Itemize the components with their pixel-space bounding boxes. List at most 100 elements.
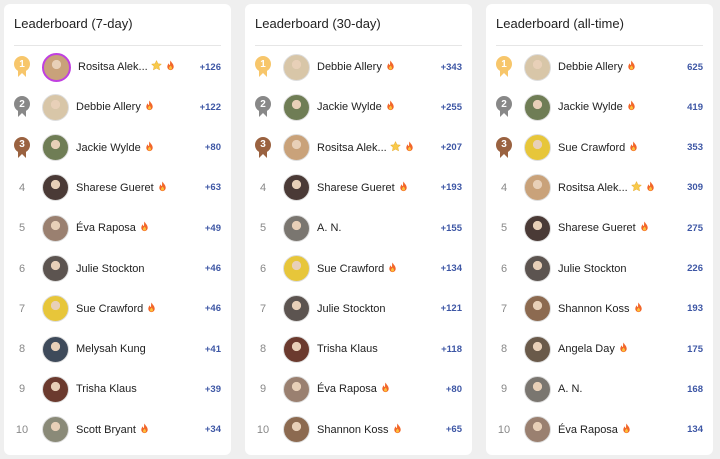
leaderboard-30-day: Leaderboard (30-day) 1 Debbie Allery +343 2… — [245, 4, 472, 455]
star-icon — [389, 140, 401, 155]
score: +63 — [204, 182, 221, 194]
avatar[interactable] — [283, 295, 310, 323]
user-name[interactable]: Sue Crawford — [76, 302, 144, 315]
user-name[interactable]: Shannon Koss — [317, 423, 389, 436]
leaderboard-row[interactable]: 4 Sharese Gueret +63 — [4, 168, 231, 208]
avatar[interactable] — [524, 53, 551, 81]
avatar[interactable] — [524, 174, 551, 202]
user-name[interactable]: Julie Stockton — [317, 302, 386, 315]
avatar[interactable] — [42, 93, 69, 121]
user-name[interactable]: Sharese Gueret — [317, 181, 395, 194]
avatar[interactable] — [42, 416, 69, 444]
user-name[interactable]: Debbie Allery — [76, 101, 141, 114]
user-name[interactable]: Sue Crawford — [317, 262, 385, 275]
avatar[interactable] — [524, 93, 551, 121]
rank-number: 10 — [15, 423, 29, 436]
user-name[interactable]: A. N. — [317, 222, 342, 235]
user-name[interactable]: Rositsa Alek... — [317, 141, 387, 154]
avatar[interactable] — [524, 416, 551, 444]
leaderboard-row[interactable]: 10 Scott Bryant +34 — [4, 410, 231, 450]
leaderboard-row[interactable]: 1 Rositsa Alek... +126 — [4, 47, 231, 87]
avatar[interactable] — [524, 295, 551, 323]
fire-icon — [645, 181, 656, 195]
user-name[interactable]: Debbie Allery — [317, 61, 382, 73]
leaderboard-row[interactable]: 1 Debbie Allery +343 — [245, 47, 472, 87]
leaderboard-row[interactable]: 3 Sue Crawford 353 — [486, 128, 713, 168]
leaderboard-row[interactable]: 7 Shannon Koss 193 — [486, 289, 713, 329]
avatar[interactable] — [283, 375, 310, 403]
user-name[interactable]: Julie Stockton — [76, 262, 145, 275]
leaderboard-row[interactable]: 9 Éva Raposa +80 — [245, 369, 472, 409]
leaderboard-row[interactable]: 2 Jackie Wylde +255 — [245, 87, 472, 127]
leaderboard-row[interactable]: 9 Trisha Klaus +39 — [4, 369, 231, 409]
leaderboard-row[interactable]: 5 Sharese Gueret 275 — [486, 208, 713, 248]
user-name[interactable]: Sharese Gueret — [76, 181, 154, 194]
leaderboard-row[interactable]: 6 Sue Crawford +134 — [245, 249, 472, 289]
avatar[interactable] — [283, 255, 310, 282]
avatar[interactable] — [42, 335, 69, 363]
avatar[interactable] — [42, 255, 69, 282]
leaderboard-row[interactable]: 2 Jackie Wylde 419 — [486, 87, 713, 127]
leaderboard-row[interactable]: 4 Sharese Gueret +193 — [245, 168, 472, 208]
avatar[interactable] — [283, 335, 310, 363]
user-name[interactable]: Scott Bryant — [76, 423, 136, 436]
avatar[interactable] — [283, 174, 310, 202]
user-name[interactable]: Jackie Wylde — [76, 141, 141, 154]
avatar[interactable] — [283, 134, 310, 162]
leaderboard-row[interactable]: 7 Julie Stockton +121 — [245, 289, 472, 329]
avatar[interactable] — [42, 375, 69, 403]
avatar[interactable] — [42, 214, 69, 242]
leaderboard-row[interactable]: 2 Debbie Allery +122 — [4, 87, 231, 127]
leaderboard-row[interactable]: 8 Melysah Kung +41 — [4, 329, 231, 369]
avatar[interactable] — [524, 214, 551, 242]
leaderboard-row[interactable]: 6 Julie Stockton 226 — [486, 249, 713, 289]
leaderboard-row[interactable]: 10 Éva Raposa 134 — [486, 410, 713, 450]
user-name[interactable]: Melysah Kung — [76, 343, 146, 356]
rank-number: 7 — [18, 302, 26, 315]
avatar[interactable] — [524, 255, 551, 282]
user-name[interactable]: Julie Stockton — [558, 262, 627, 275]
avatar[interactable] — [42, 174, 69, 202]
user-name[interactable]: Éva Raposa — [317, 383, 377, 396]
avatar[interactable] — [283, 214, 310, 242]
leaderboard-row[interactable]: 10 Shannon Koss +65 — [245, 410, 472, 450]
avatar[interactable] — [524, 335, 551, 363]
user-name[interactable]: Rositsa Alek... — [78, 61, 148, 73]
user-name[interactable]: Sue Crawford — [558, 141, 626, 154]
user-name[interactable]: Debbie Allery — [558, 61, 623, 73]
user-name[interactable]: Jackie Wylde — [317, 101, 382, 114]
user-name[interactable]: Trisha Klaus — [76, 383, 137, 396]
user-name[interactable]: A. N. — [558, 383, 583, 396]
user-name[interactable]: Éva Raposa — [558, 423, 618, 436]
leaderboard-row[interactable]: 3 Jackie Wylde +80 — [4, 128, 231, 168]
leaderboard-row[interactable]: 6 Julie Stockton +46 — [4, 249, 231, 289]
leaderboard-row[interactable]: 5 A. N. +155 — [245, 208, 472, 248]
user-name[interactable]: Jackie Wylde — [558, 101, 623, 114]
avatar[interactable] — [42, 295, 69, 323]
leaderboard-row[interactable]: 8 Trisha Klaus +118 — [245, 329, 472, 369]
avatar[interactable] — [283, 93, 310, 121]
rank-medal-icon: 2 — [254, 95, 272, 119]
user-name[interactable]: Éva Raposa — [76, 222, 136, 235]
leaderboard-row[interactable]: 5 Éva Raposa +49 — [4, 208, 231, 248]
avatar[interactable] — [42, 134, 69, 162]
avatar[interactable] — [524, 375, 551, 403]
avatar[interactable] — [283, 53, 310, 81]
user-name[interactable]: Trisha Klaus — [317, 343, 378, 356]
fire-icon — [628, 141, 639, 155]
avatar[interactable] — [42, 52, 71, 82]
score: +34 — [204, 424, 221, 436]
leaderboard-row[interactable]: 4 Rositsa Alek... 309 — [486, 168, 713, 208]
avatar[interactable] — [283, 416, 310, 444]
avatar[interactable] — [524, 134, 551, 162]
user-name[interactable]: Sharese Gueret — [558, 222, 636, 235]
leaderboard-row[interactable]: 3 Rositsa Alek... +207 — [245, 128, 472, 168]
user-name[interactable]: Rositsa Alek... — [558, 181, 628, 194]
leaderboard-row[interactable]: 8 Angela Day 175 — [486, 329, 713, 369]
leaderboard-row[interactable]: 1 Debbie Allery 625 — [486, 47, 713, 87]
user-name[interactable]: Shannon Koss — [558, 302, 630, 315]
user-name[interactable]: Angela Day — [558, 343, 615, 356]
fire-icon — [392, 423, 403, 437]
leaderboard-row[interactable]: 9 A. N. 168 — [486, 369, 713, 409]
leaderboard-row[interactable]: 7 Sue Crawford +46 — [4, 289, 231, 329]
